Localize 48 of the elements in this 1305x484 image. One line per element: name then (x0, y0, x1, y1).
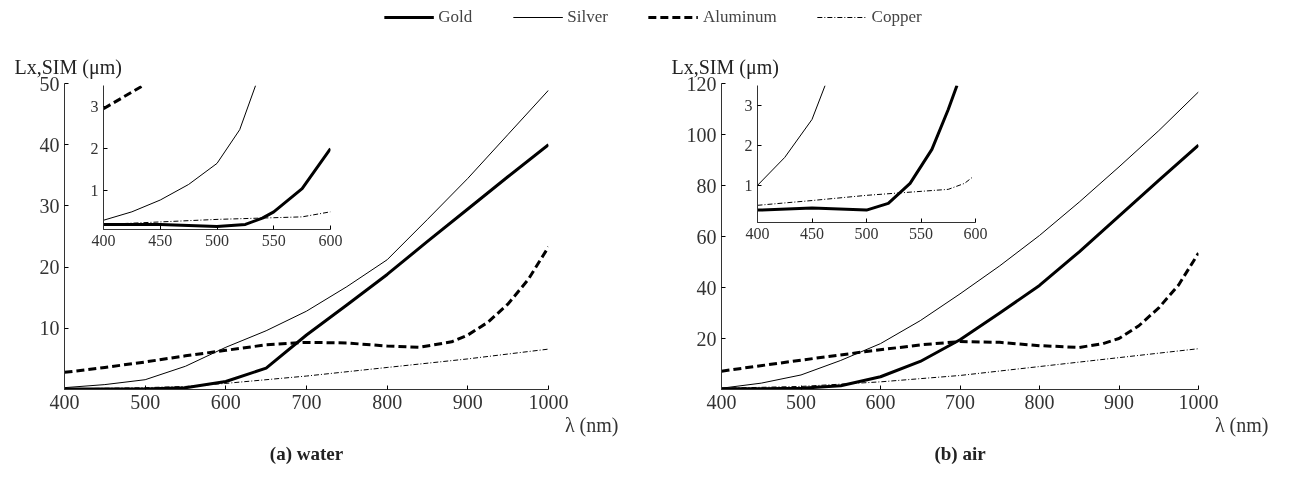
x-tick-label: 550 (261, 231, 286, 249)
x-axis-title: λ (nm) (1214, 413, 1269, 437)
y-tick-label: 40 (39, 133, 60, 156)
y-tick-label: 2 (90, 140, 99, 158)
x-tick-label: 700 (291, 390, 322, 413)
y-tick-label: 2 (744, 136, 753, 154)
legend-label: Copper (871, 7, 922, 27)
x-tick-label: 500 (130, 390, 161, 413)
x-tick-label: 500 (786, 390, 816, 413)
x-tick-label: 400 (49, 390, 80, 413)
y-tick-label: 100 (686, 123, 717, 146)
x-tick-label: 1000 (528, 390, 569, 413)
x-tick-label: 900 (1104, 390, 1134, 413)
x-tick-label: 800 (372, 390, 403, 413)
y-tick-label: 1 (90, 182, 99, 200)
x-axis-title: λ (nm) (564, 413, 619, 437)
x-tick-label: 500 (854, 224, 879, 242)
legend-label: Aluminum (702, 7, 777, 27)
x-tick-label: 600 (865, 390, 896, 413)
x-tick-label: 400 (745, 224, 770, 242)
text: (a) water (269, 442, 344, 465)
x-tick-label: 450 (800, 224, 824, 242)
y-tick-label: 1 (744, 176, 753, 194)
x-tick-label: 500 (205, 231, 229, 249)
y-tick-label: 10 (39, 317, 60, 340)
x-tick-label: 700 (945, 390, 975, 413)
y-tick-label: 3 (90, 98, 99, 116)
x-tick-label: 1000 (1178, 390, 1219, 413)
y-tick-label: 80 (696, 174, 717, 197)
x-tick-label: 600 (318, 231, 343, 249)
y-tick-label: 3 (744, 96, 753, 114)
x-tick-label: 800 (1024, 390, 1055, 413)
y-tick-label: 40 (696, 276, 717, 299)
x-tick-label: 400 (706, 390, 737, 413)
line-series (103, 85, 257, 221)
legend-label: Silver (567, 7, 608, 27)
y-tick-label: 60 (696, 225, 717, 248)
text: (b) air (934, 442, 987, 465)
x-tick-label: 550 (909, 224, 933, 242)
x-tick-label: 600 (963, 224, 988, 242)
x-tick-label: 400 (91, 231, 116, 249)
x-tick-label: 600 (210, 390, 241, 413)
y-tick-label: 30 (39, 194, 60, 217)
y-tick-label: 20 (39, 256, 60, 279)
x-tick-label: 900 (452, 390, 483, 413)
legend-label: Gold (438, 7, 473, 27)
x-tick-label: 450 (148, 231, 173, 249)
y-tick-label: 20 (696, 327, 717, 350)
